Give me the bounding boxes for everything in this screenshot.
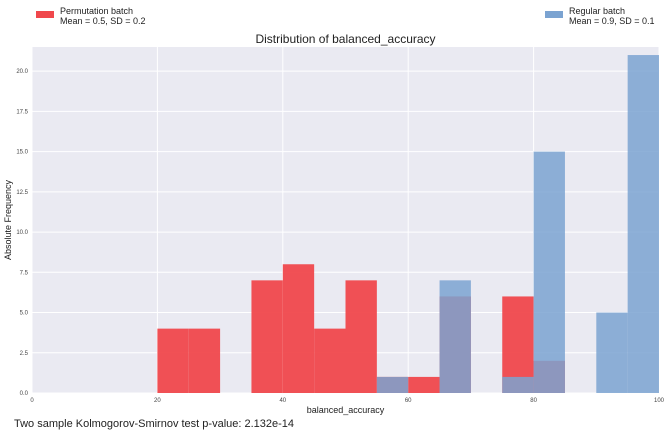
legend-stats-permutation: Mean = 0.5, SD = 0.2: [60, 16, 146, 26]
x-tick-label: 40: [279, 398, 286, 404]
y-tick-label: 17.5: [16, 109, 28, 115]
bar-regular: [376, 376, 409, 393]
legend-stats-regular: Mean = 0.9, SD = 0.1: [569, 16, 655, 26]
legend-swatch-regular: [545, 11, 563, 18]
bar-permutation: [408, 376, 440, 393]
y-tick-label: 0.0: [20, 391, 29, 397]
y-tick-label: 15.0: [16, 150, 28, 156]
x-tick-label: 20: [154, 398, 161, 404]
bar-regular: [439, 280, 471, 393]
chart-title: Distribution of balanced_accuracy: [255, 32, 436, 46]
bar-regular: [596, 312, 628, 393]
x-axis-label: balanced_accuracy: [307, 405, 385, 415]
bar-permutation: [282, 264, 315, 393]
bar-regular: [502, 376, 534, 393]
y-tick-label: 12.5: [16, 190, 28, 196]
bar-permutation: [251, 280, 283, 393]
bar-permutation: [314, 328, 346, 393]
y-tick-label: 20.0: [16, 69, 28, 75]
x-tick-label: 80: [530, 398, 537, 404]
x-tick-label: 60: [405, 398, 412, 404]
legend-label-permutation: Permutation batch: [60, 6, 134, 16]
y-tick-label: 2.5: [20, 351, 29, 357]
y-tick-label: 10.0: [16, 230, 28, 236]
ks-test-footer: Two sample Kolmogorov-Smirnov test p-val…: [14, 418, 295, 430]
bar-permutation: [188, 328, 221, 393]
histogram-bars: [157, 55, 659, 394]
legend-swatch-permutation: [36, 11, 54, 18]
bar-permutation: [157, 328, 189, 393]
legend-permutation: Permutation batch Mean = 0.5, SD = 0.2: [36, 6, 146, 26]
legend-regular: Regular batch Mean = 0.9, SD = 0.1: [545, 6, 655, 26]
bar-permutation: [345, 280, 377, 393]
y-axis-label: Absolute Frequency: [3, 179, 13, 260]
y-tick-label: 7.5: [20, 270, 29, 276]
legend-label-regular: Regular batch: [569, 6, 626, 16]
x-tick-label: 100: [654, 398, 665, 404]
bar-regular: [533, 151, 565, 393]
y-tick-label: 5.0: [20, 311, 29, 317]
x-tick-label: 0: [30, 398, 34, 404]
bar-regular: [627, 55, 659, 394]
axis-ticks: 0.0 2.5 5.0 7.5 10.0 12.5 15.0 17.5 20.0 0 20 40 60 8…: [16, 69, 664, 404]
